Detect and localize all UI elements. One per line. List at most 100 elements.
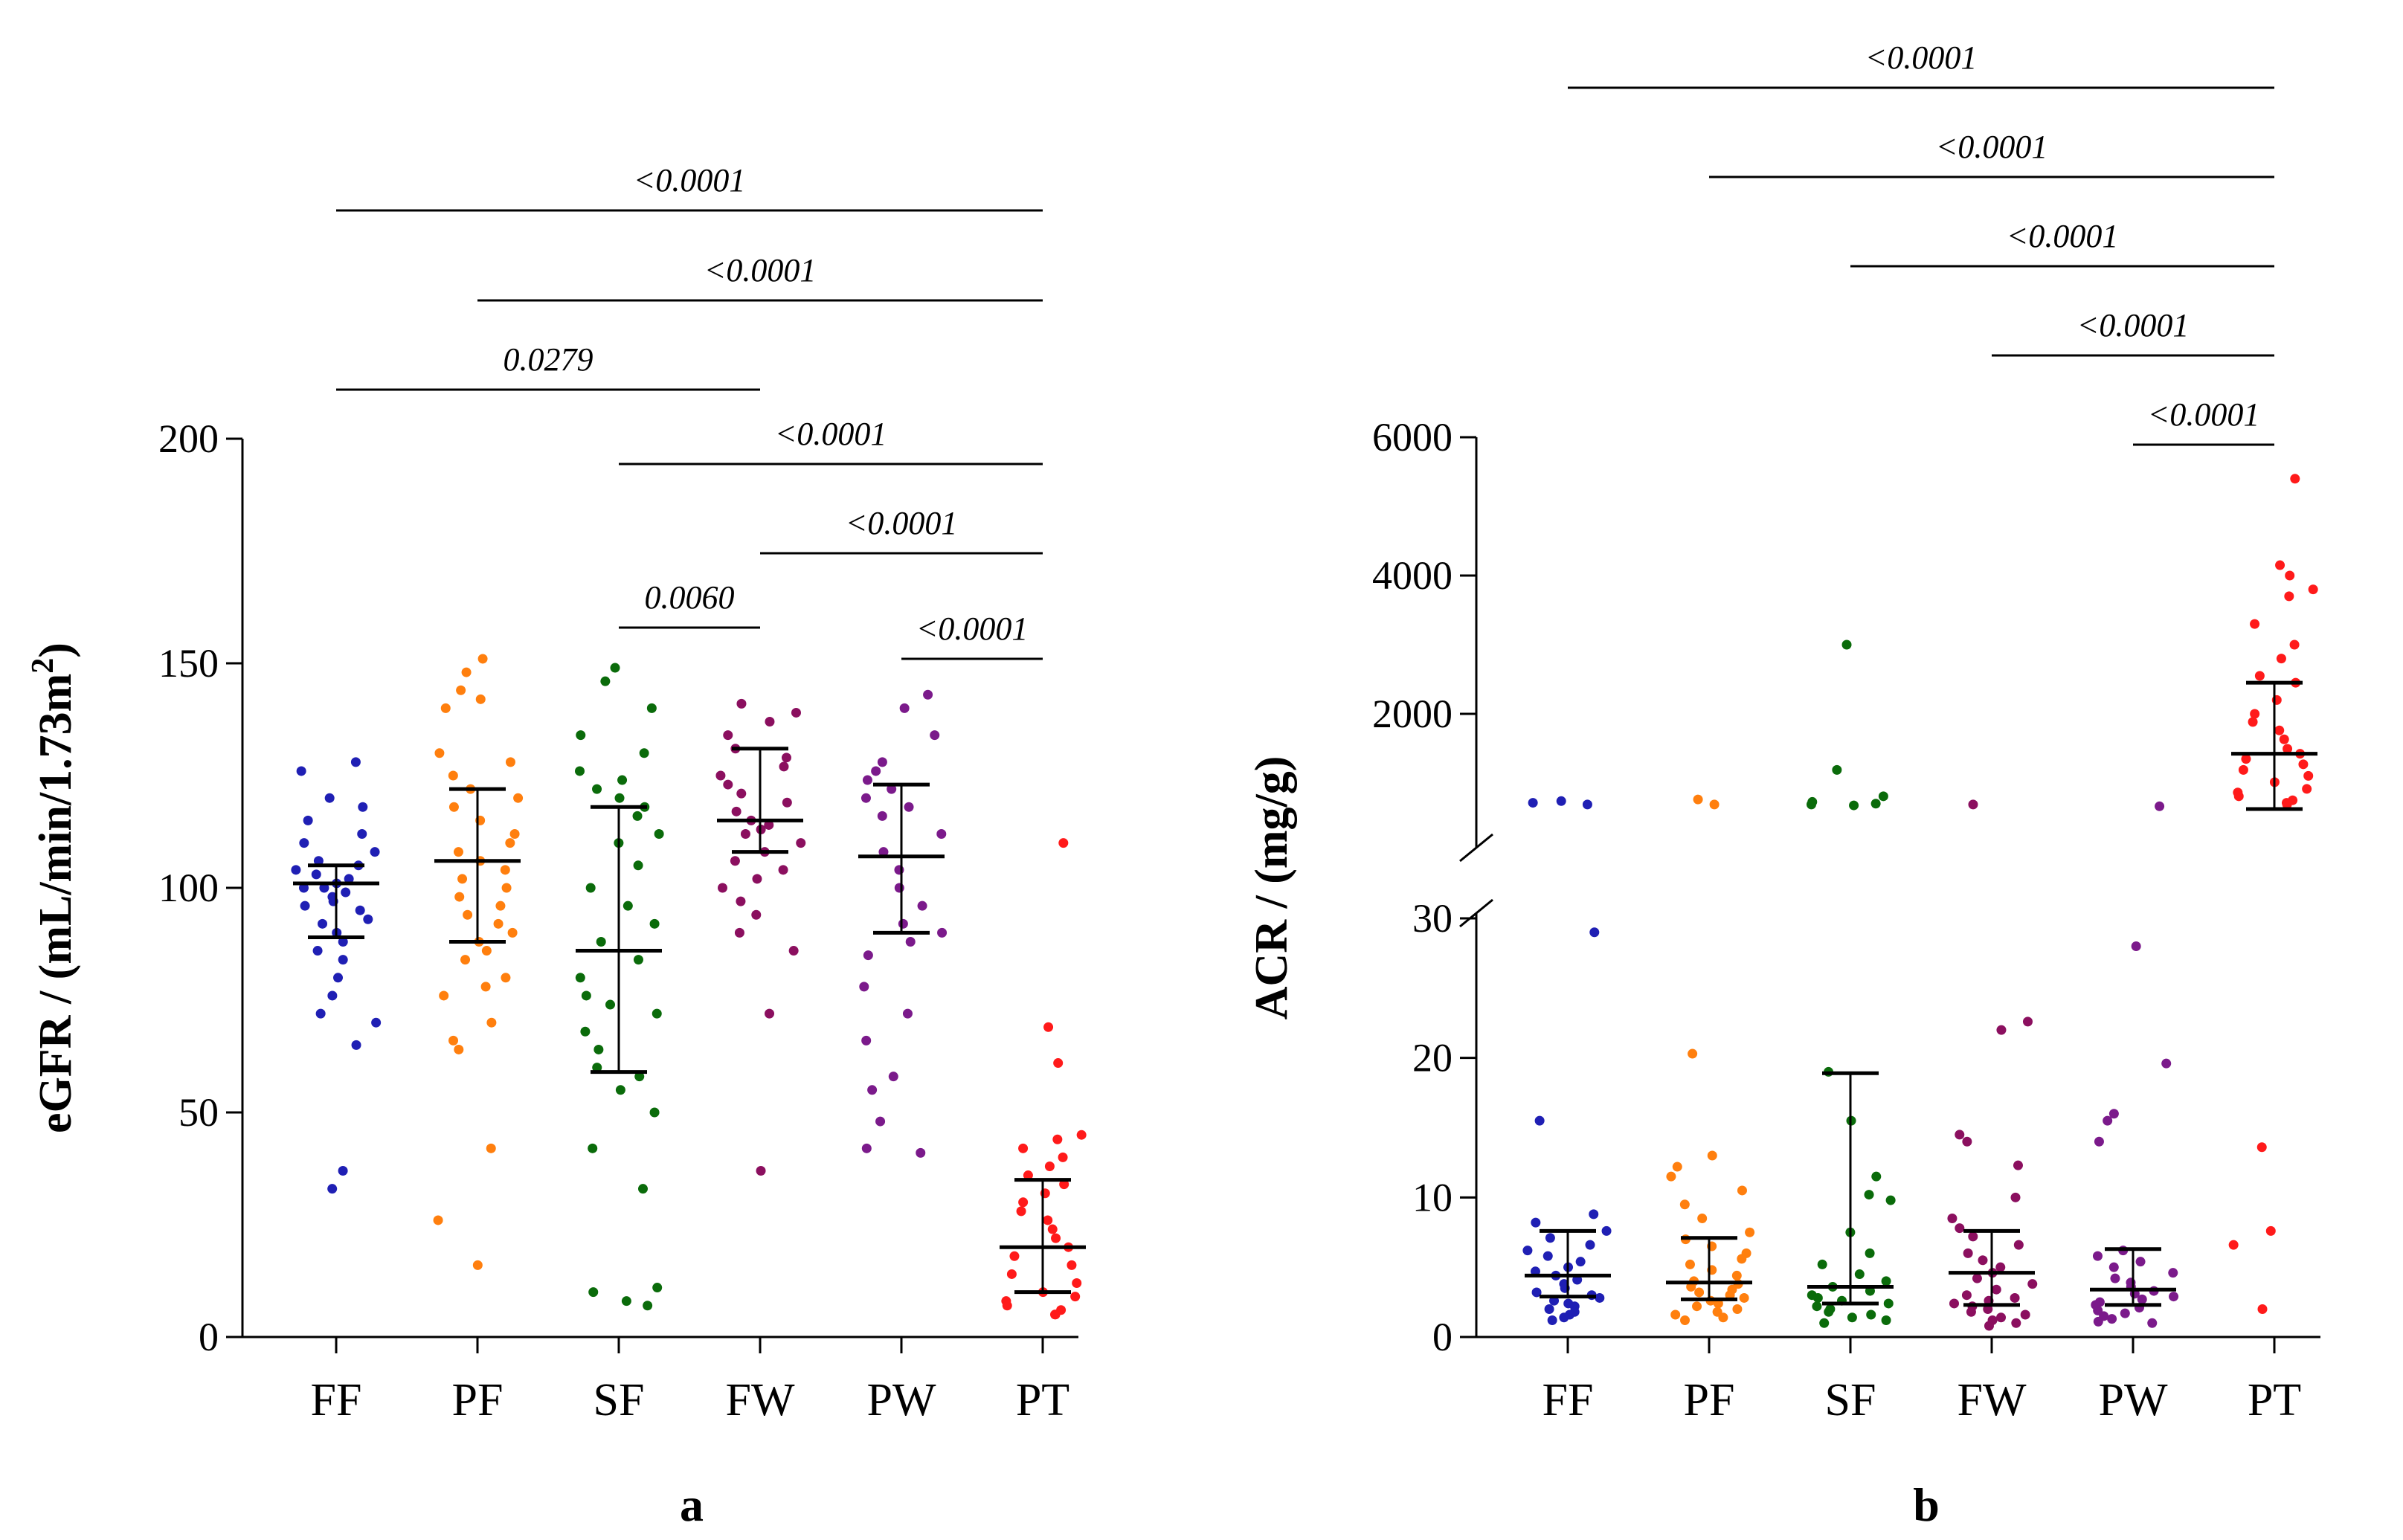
data-point-sf	[639, 748, 649, 758]
data-point-sf	[605, 999, 616, 1010]
data-point-fw	[751, 909, 762, 920]
x-tick-label-pt: PT	[2248, 1375, 2301, 1425]
data-point-fw	[756, 1166, 766, 1176]
data-point-fw	[1996, 1312, 2007, 1323]
data-point-pw	[2137, 1294, 2147, 1304]
data-point-pt	[2241, 754, 2251, 764]
p-value-label: <0.0001	[1936, 129, 2048, 165]
data-point-ff	[300, 901, 310, 911]
y-tick-label: 20	[1412, 1036, 1453, 1080]
p-value-label: <0.0001	[846, 505, 958, 541]
data-point-pw	[2094, 1136, 2104, 1147]
data-point-pf	[1672, 1162, 1682, 1172]
data-point-ff	[1531, 1287, 1542, 1298]
data-point-sf	[1812, 1292, 1823, 1303]
data-point-ff	[296, 766, 306, 776]
data-point-sf	[596, 936, 606, 947]
data-point-sf	[574, 766, 585, 776]
data-point-pw	[916, 1147, 926, 1158]
data-point-sf	[588, 1143, 598, 1153]
y-tick-label: 0	[199, 1315, 219, 1359]
data-point-pw	[2092, 1251, 2103, 1261]
data-point-pw	[930, 730, 940, 741]
data-point-pw	[887, 784, 897, 794]
data-point-pw	[904, 802, 914, 812]
p-value-label: 0.0279	[504, 341, 593, 378]
data-point-fw	[2013, 1160, 2023, 1170]
data-point-pf	[448, 1035, 459, 1046]
data-point-sf	[1885, 1195, 1896, 1205]
data-point-pf	[486, 1143, 496, 1153]
y-axis-label-superscript: 2	[26, 658, 60, 674]
data-point-pt	[1058, 1152, 1068, 1162]
data-point-fw	[781, 753, 791, 763]
p-value-label: <0.0001	[634, 162, 746, 199]
data-point-pf	[505, 838, 515, 848]
data-point-pf	[1707, 1150, 1717, 1161]
data-point-sf	[638, 1184, 649, 1194]
data-point-pt	[2265, 1225, 2276, 1236]
data-point-fw	[1972, 1273, 1982, 1283]
data-point-pt	[2279, 734, 2289, 744]
data-point-ff	[332, 973, 343, 983]
data-point-ff	[318, 918, 328, 929]
data-point-pf	[472, 1260, 483, 1270]
data-point-ff	[1589, 1209, 1599, 1220]
data-point-fw	[782, 797, 792, 808]
p-value-label: <0.0001	[2148, 396, 2260, 433]
data-point-pw	[888, 1072, 898, 1082]
data-point-fw	[2011, 1318, 2021, 1328]
data-point-pt	[1016, 1206, 1026, 1217]
data-point-fw	[1966, 1307, 1976, 1317]
data-point-pw	[863, 950, 873, 961]
data-point-pt	[1072, 1278, 1082, 1289]
x-tick-label-fw: FW	[726, 1375, 795, 1425]
data-point-sf	[632, 811, 643, 821]
data-point-pf	[439, 990, 449, 1001]
data-point-pt	[2228, 1240, 2239, 1250]
data-point-pw	[875, 1116, 886, 1127]
data-point-pf	[1737, 1254, 1747, 1264]
data-point-ff	[1547, 1315, 1557, 1325]
data-point-fw	[779, 761, 789, 772]
data-point-pf	[1739, 1292, 1749, 1303]
axis-break-mark	[1459, 898, 1493, 928]
data-point-ff	[355, 905, 365, 915]
y-axis-label-close: )	[30, 642, 81, 658]
data-point-pt	[2289, 639, 2300, 650]
data-point-sf	[649, 918, 660, 929]
data-point-pt	[1023, 1170, 1033, 1181]
data-point-fw	[1995, 1262, 2006, 1272]
data-point-sf	[610, 663, 620, 673]
data-point-sf	[585, 883, 596, 893]
data-point-pw	[2161, 1058, 2172, 1069]
data-point-ff	[363, 914, 373, 924]
data-point-fw	[717, 883, 727, 893]
data-point-fw	[2027, 1279, 2038, 1289]
data-point-ff	[1534, 1115, 1545, 1126]
y-axis-label: eGFR / (mL/min/1.73m2)	[26, 642, 81, 1133]
data-point-sf	[1819, 1318, 1830, 1328]
data-point-pw	[859, 982, 869, 992]
y-tick-label: 2000	[1372, 692, 1453, 736]
data-point-sf	[1817, 1259, 1827, 1269]
data-point-pt	[1018, 1143, 1029, 1153]
data-point-sf	[634, 1072, 645, 1082]
data-point-pf	[1666, 1171, 1676, 1182]
data-point-ff	[1575, 1257, 1586, 1267]
data-point-pf	[1694, 1287, 1705, 1298]
data-point-sf	[576, 730, 586, 741]
data-point-pf	[505, 757, 515, 767]
data-point-sf	[1865, 1248, 1875, 1258]
data-point-pw	[2135, 1257, 2146, 1267]
data-point-ff	[315, 1008, 326, 1019]
data-point-pt	[1009, 1251, 1020, 1261]
data-point-ff	[338, 936, 348, 947]
data-point-sf	[1847, 1312, 1857, 1323]
data-point-pw	[867, 1085, 878, 1095]
data-point-fw	[734, 927, 744, 938]
data-point-pt	[1051, 1233, 1061, 1243]
data-point-ff	[1595, 1292, 1605, 1303]
data-point-pw	[2131, 941, 2141, 952]
